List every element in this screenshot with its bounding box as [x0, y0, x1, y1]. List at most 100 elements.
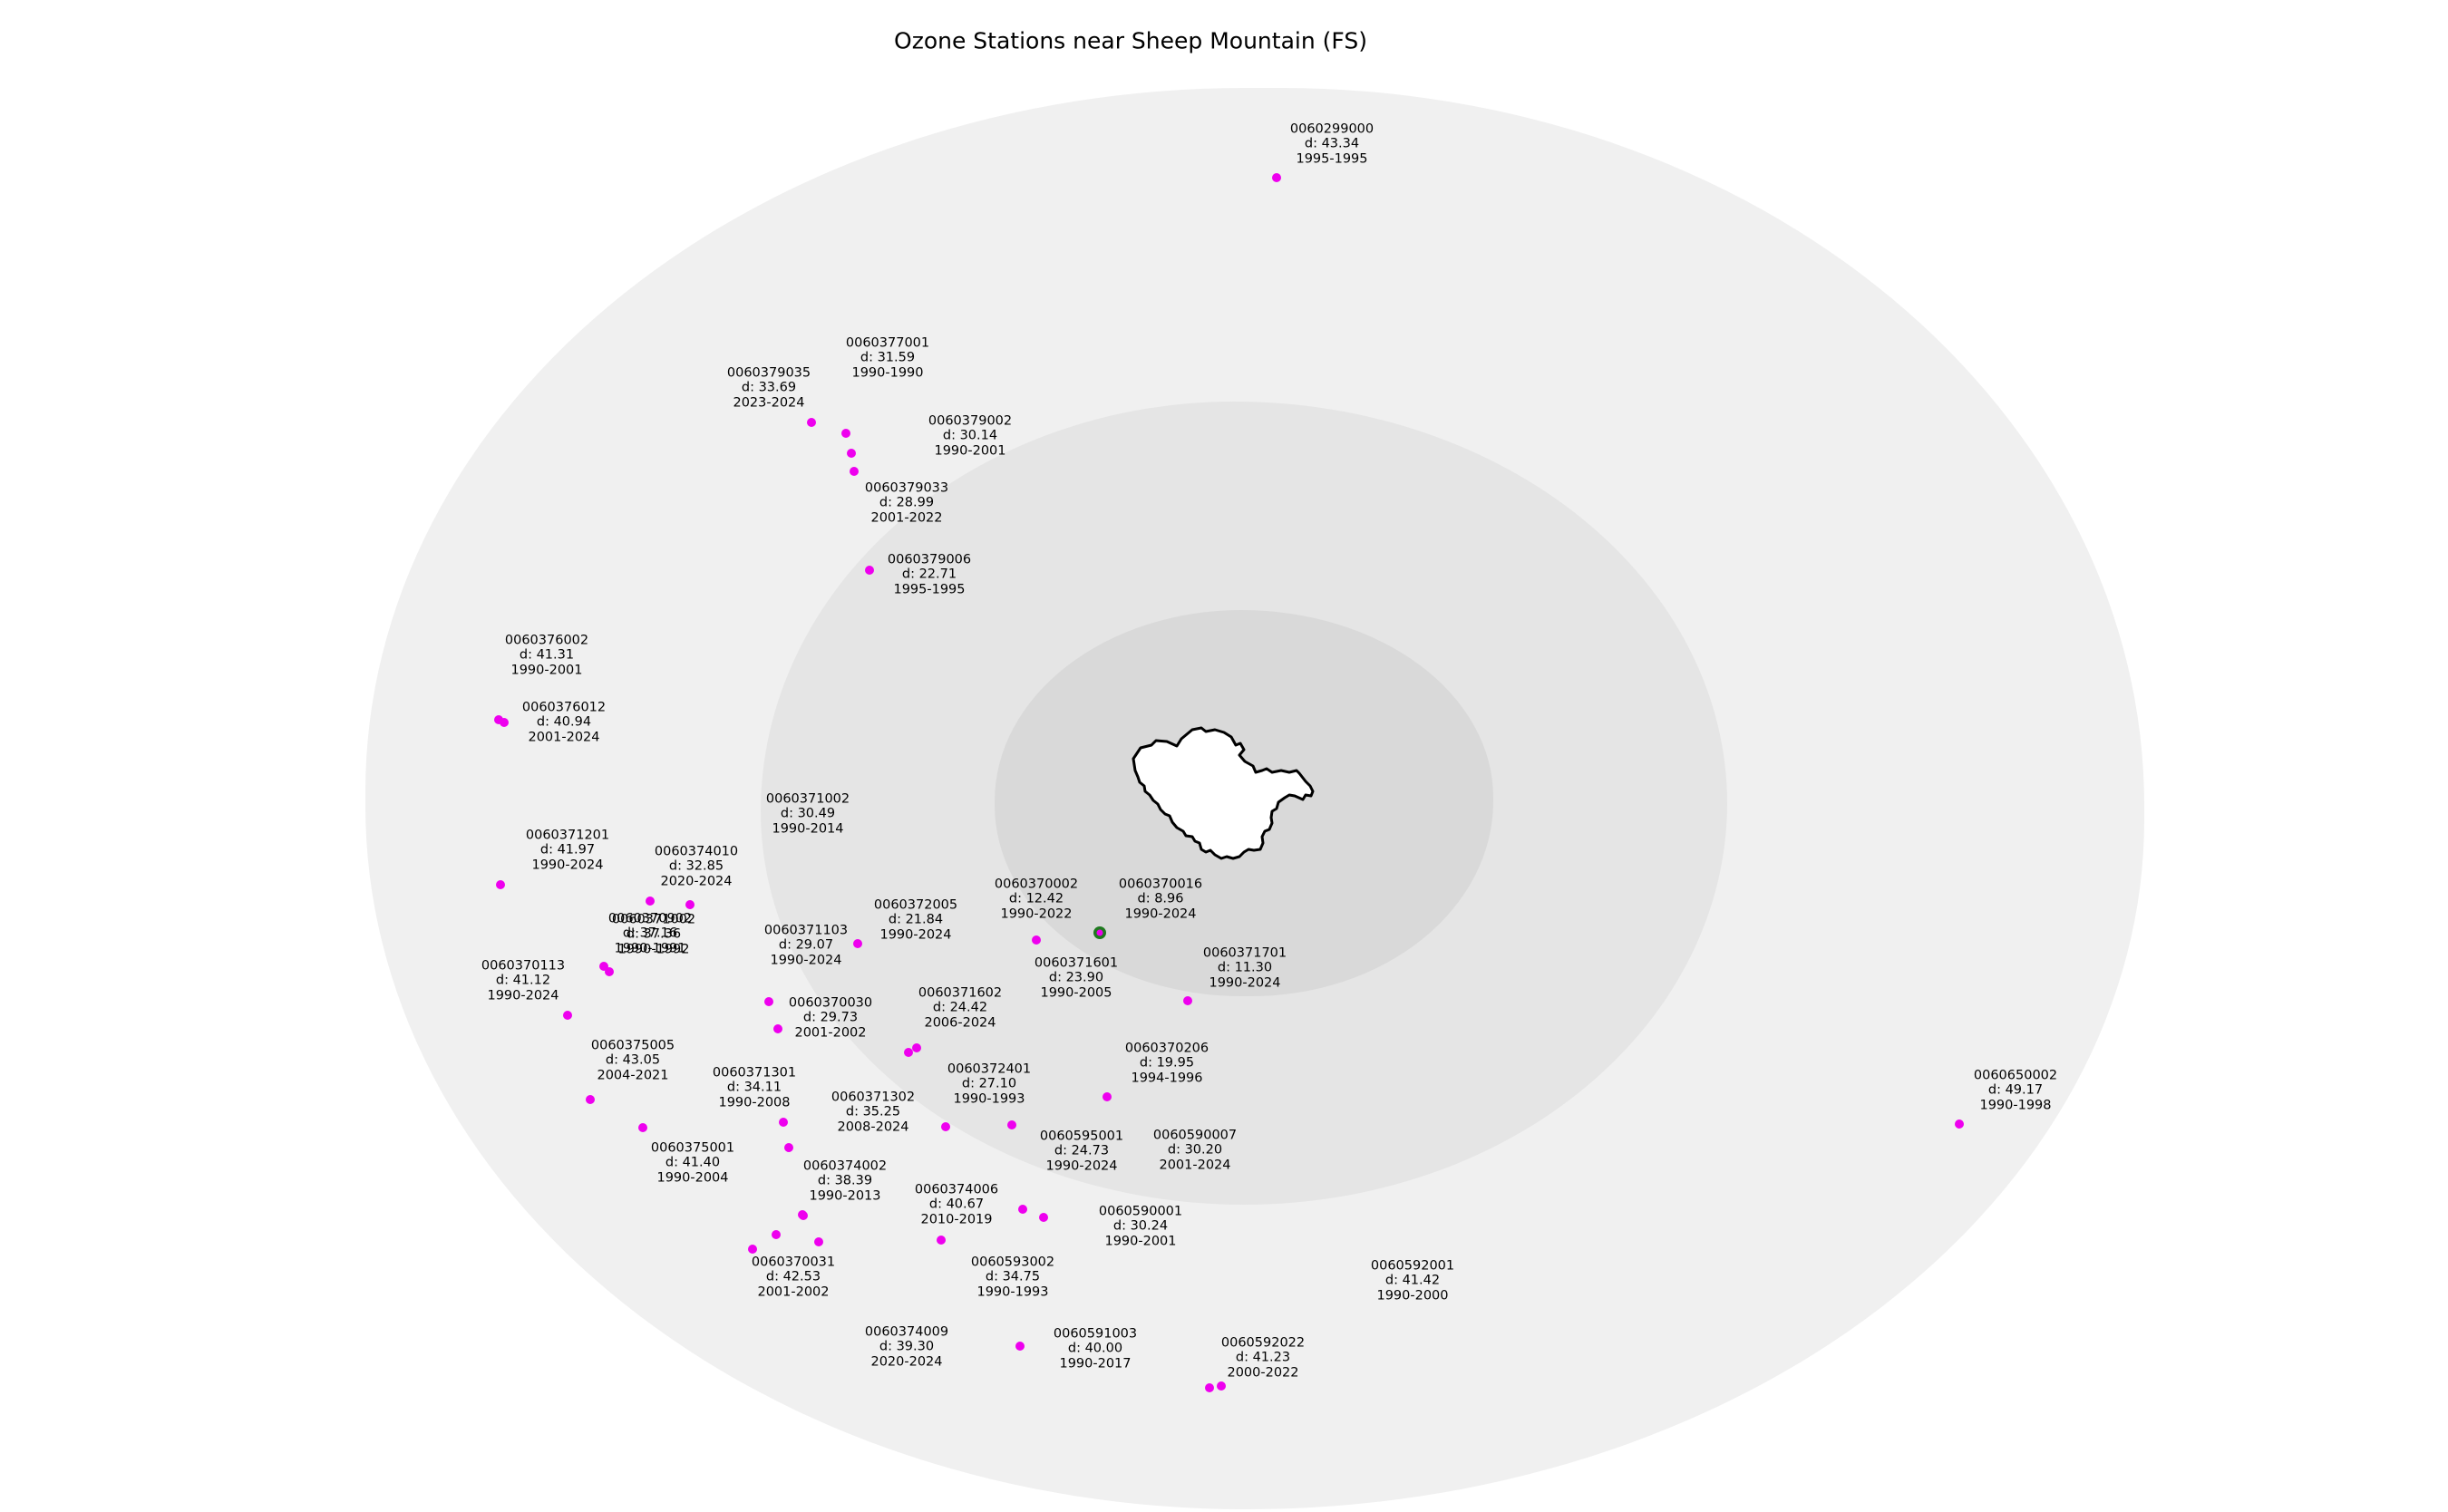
station-dot [1217, 1381, 1226, 1391]
station-distance: d: 27.10 [961, 1076, 1017, 1091]
station-label: 0060374006 d: 40.67 2010-2019 [915, 1182, 998, 1226]
station-years: 1990-2024 [1209, 975, 1281, 991]
station-years: 1990-2005 [1040, 985, 1112, 1001]
station-distance: d: 30.14 [942, 428, 998, 443]
station-label: 0060370902 d: 37.16 1990-1991 [608, 911, 692, 955]
station-label: 0060371602 d: 24.42 2006-2024 [918, 985, 1002, 1030]
station-label: 0060371601 d: 23.90 1990-2005 [1035, 955, 1118, 1000]
station-years: 1990-1993 [953, 1091, 1025, 1107]
station-id: 0060372005 [873, 897, 958, 913]
station-label: 0060370206 d: 19.95 1994-1996 [1125, 1041, 1209, 1085]
station-id: 0060371601 [1034, 955, 1119, 971]
station-years: 2001-2002 [757, 1284, 830, 1300]
station-years: 1994-1996 [1131, 1071, 1203, 1086]
station-distance: d: 22.71 [901, 567, 957, 582]
station-distance: d: 38.39 [817, 1173, 873, 1188]
station-distance: d: 41.40 [665, 1155, 721, 1170]
station-label: 0060590007 d: 30.20 2001-2024 [1153, 1128, 1237, 1172]
station-id: 0060370031 [751, 1255, 836, 1270]
station-years: 1990-2024 [879, 927, 952, 943]
station-years: 1990-2001 [934, 443, 1006, 459]
station-distance: d: 35.25 [845, 1104, 901, 1119]
station-id: 0060371602 [918, 985, 1003, 1001]
station-dot [605, 967, 614, 976]
station-id: 0060370002 [994, 877, 1079, 892]
station-id: 0060371201 [525, 828, 610, 843]
station-label: 0060372401 d: 27.10 1990-1993 [947, 1061, 1031, 1106]
station-years: 2020-2024 [660, 874, 733, 889]
station-dot [853, 939, 862, 948]
station-distance: d: 41.31 [519, 647, 575, 663]
station-distance: d: 41.97 [539, 842, 596, 858]
station-label: 0060593002 d: 34.75 1990-1993 [971, 1255, 1054, 1299]
station-years: 2001-2024 [1159, 1158, 1231, 1173]
station-years: 2006-2024 [924, 1015, 996, 1031]
station-years: 1990-1993 [976, 1284, 1049, 1300]
station-dot [748, 1245, 757, 1254]
station-dot [494, 715, 503, 724]
station-years: 2023-2024 [733, 395, 805, 411]
station-dot [772, 1230, 781, 1239]
station-years: 1990-2004 [656, 1170, 729, 1186]
station-distance: d: 40.94 [536, 714, 592, 730]
highlighted-station-dot-core [1096, 929, 1103, 936]
station-id: 0060590007 [1152, 1128, 1238, 1143]
station-distance: d: 29.73 [802, 1010, 859, 1025]
station-label: 0060377001 d: 31.59 1990-1990 [846, 335, 929, 380]
station-label: 0060374002 d: 38.39 1990-2013 [803, 1158, 887, 1203]
station-id: 0060374006 [914, 1182, 999, 1197]
station-id: 0060650002 [1973, 1068, 2058, 1083]
station-id: 0060376002 [504, 633, 589, 648]
station-distance: d: 24.42 [932, 1000, 988, 1015]
station-distance: d: 34.75 [985, 1269, 1041, 1284]
station-years: 1990-2024 [531, 858, 604, 873]
station-dot [912, 1043, 921, 1052]
station-dot [799, 1211, 808, 1220]
station-distance: d: 40.00 [1067, 1341, 1123, 1356]
station-id: 0060592001 [1370, 1258, 1455, 1274]
station-label: 0060592022 d: 41.23 2000-2022 [1221, 1335, 1305, 1380]
station-label: 0060590001 d: 30.24 1990-2001 [1099, 1204, 1182, 1248]
station-years: 2001-2024 [528, 730, 600, 745]
station-id: 0060371002 [765, 791, 850, 807]
station-id: 0060299000 [1289, 121, 1375, 137]
station-id: 0060371701 [1202, 945, 1287, 961]
station-label: 0060375001 d: 41.40 1990-2004 [651, 1140, 734, 1185]
station-label: 0060370030 d: 29.73 2001-2002 [789, 995, 872, 1040]
station-label: 0060379006 d: 22.71 1995-1995 [888, 552, 971, 596]
station-years: 1990-1990 [851, 365, 924, 381]
station-id: 0060379002 [928, 413, 1013, 429]
station-years: 1990-2017 [1059, 1356, 1132, 1371]
station-years: 2001-2002 [794, 1025, 867, 1041]
station-dot [784, 1143, 793, 1152]
station-label: 0060371701 d: 11.30 1990-2024 [1203, 945, 1287, 990]
station-id: 0060371301 [712, 1065, 797, 1081]
station-years: 1990-2024 [1124, 906, 1197, 922]
station-id: 0060379035 [726, 365, 811, 381]
station-distance: d: 32.85 [668, 858, 724, 874]
station-dot [865, 566, 874, 575]
station-dot [1018, 1205, 1027, 1214]
station-years: 1990-1992 [617, 942, 690, 957]
station-distance: d: 11.30 [1217, 960, 1273, 975]
station-label: 0060371302 d: 35.25 2008-2024 [831, 1090, 915, 1134]
sheep-mountain-boundary [1132, 726, 1315, 860]
station-distance: d: 21.84 [888, 912, 944, 927]
station-distance: d: 31.59 [860, 350, 916, 365]
station-label: 0060374010 d: 32.85 2020-2024 [655, 844, 738, 888]
station-distance: d: 30.20 [1167, 1142, 1223, 1158]
station-label: 0060371201 d: 41.97 1990-2024 [526, 828, 609, 872]
station-id: 0060370206 [1124, 1041, 1209, 1056]
station-id: 0060371103 [763, 923, 849, 938]
station-id: 0060375005 [590, 1038, 675, 1053]
station-id: 0060590001 [1098, 1204, 1183, 1219]
station-distance: d: 43.05 [605, 1052, 661, 1068]
station-id: 0060592022 [1220, 1335, 1306, 1351]
station-dot [685, 900, 695, 909]
station-label: 0060374009 d: 39.30 2020-2024 [865, 1324, 948, 1369]
station-dot [1205, 1383, 1214, 1392]
station-years: 1990-1998 [1979, 1098, 2052, 1113]
station-label: 0060370016 d: 8.96 1990-2024 [1119, 877, 1202, 921]
station-years: 1990-2000 [1376, 1288, 1449, 1304]
station-id: 0060593002 [970, 1255, 1055, 1270]
